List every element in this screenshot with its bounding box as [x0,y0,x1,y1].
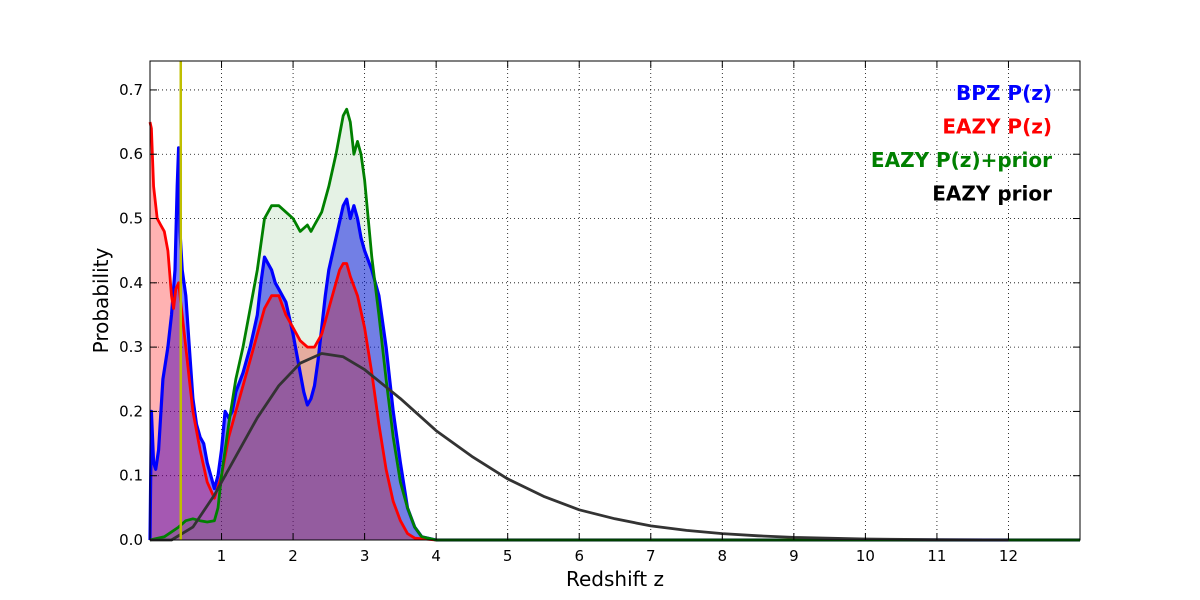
y-tick-label: 0.4 [119,274,143,292]
legend-entry-eazy-prior: EAZY prior [932,182,1052,206]
y-tick-label: 0.0 [119,531,143,549]
x-tick-label: 3 [360,547,370,565]
x-tick-label: 11 [927,547,946,565]
legend-entry-eazy: EAZY P(z) [942,115,1052,139]
x-tick-label: 2 [288,547,298,565]
y-tick-label: 0.2 [119,402,143,420]
legend-entry-eazy-prior-posterior: EAZY P(z)+prior [871,148,1052,172]
y-tick-label: 0.1 [119,467,143,485]
x-axis-label: Redshift z [566,567,664,591]
y-tick-label: 0.3 [119,338,143,356]
plot-frame [149,60,1081,541]
series-1-line [148,121,1080,542]
series-3-line [150,352,1009,542]
series-2-fill-area [150,109,1080,540]
x-tick-label: 1 [217,547,227,565]
x-tick-label: 10 [856,547,875,565]
legend-entry-bpz: BPZ P(z) [956,81,1052,105]
y-axis-label: Probability [89,247,113,353]
y-tick-label: 0.7 [119,81,143,99]
x-tick-label: 12 [999,547,1018,565]
x-tick-label: 5 [503,547,513,565]
series-1-fill-area [150,122,1080,540]
y-tick-label: 0.6 [119,145,143,163]
y-tick-label: 0.5 [119,210,143,228]
axis-ticks: 1 2 3 4 5 6 7 8 9 10 11 120.00.10.20.30.40.50.60.7 [119,61,1080,565]
x-tick-label: 4 [431,547,441,565]
x-tick-label: 7 [646,547,656,565]
x-tick-label: 6 [574,547,584,565]
x-tick-label: 9 [789,547,799,565]
x-tick-label: 8 [718,547,728,565]
legend: BPZ P(z) EAZY P(z) EAZY P(z)+prior EAZY … [871,81,1052,206]
series-2-line [149,107,1080,542]
